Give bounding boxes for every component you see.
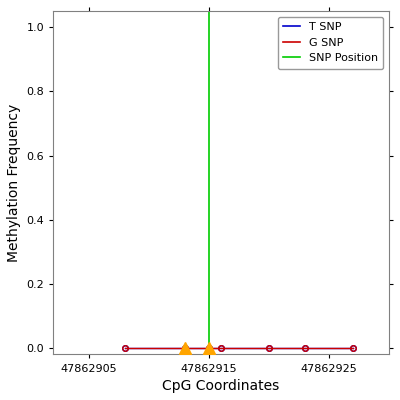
Y-axis label: Methylation Frequency: Methylation Frequency [7, 104, 21, 262]
X-axis label: CpG Coordinates: CpG Coordinates [162, 379, 280, 393]
Legend: T SNP, G SNP, SNP Position: T SNP, G SNP, SNP Position [278, 17, 383, 69]
